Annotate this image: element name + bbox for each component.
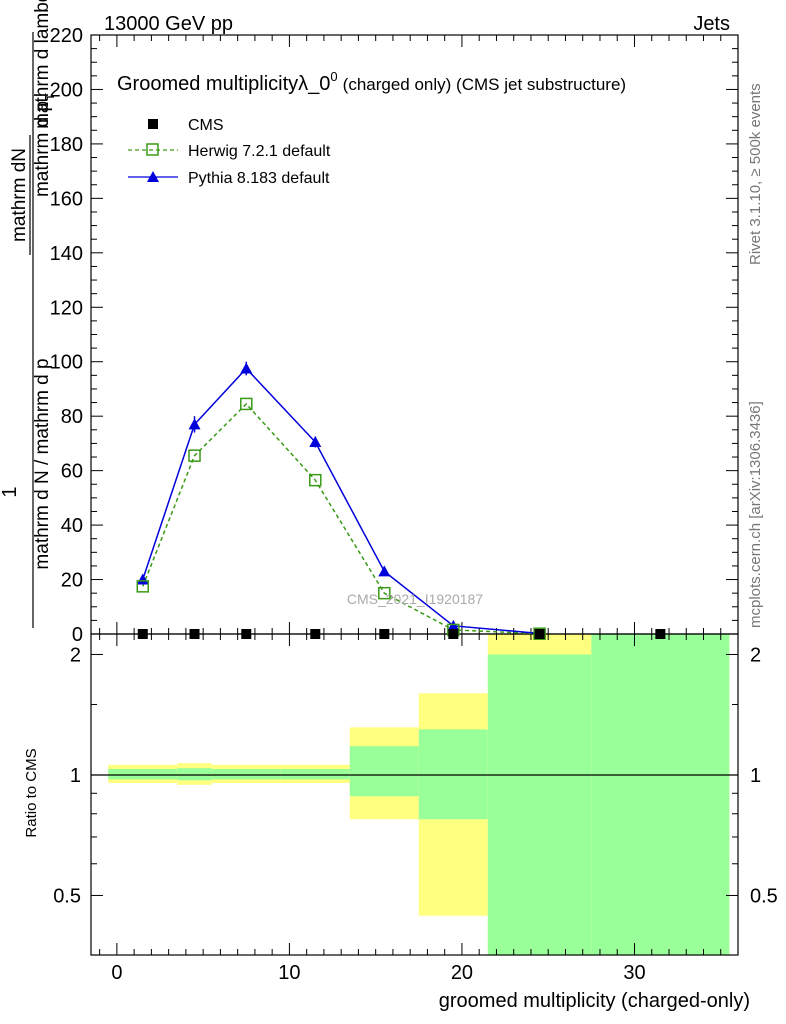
pythia-point [309,436,322,448]
herwig-point [378,586,391,600]
ratio-ylabel: Ratio to CMS [23,748,40,837]
data-series [136,361,666,640]
band-green-7 [591,634,730,955]
ytick-label: 20 [61,570,83,592]
ytick-label: 60 [61,461,83,483]
ytick-label: 120 [50,297,83,319]
chart-title: Groomed multiplicityλ_00 (charged only) (… [117,69,626,95]
cms-point [655,629,666,639]
ylabel-numerator: mathrm dN [9,148,30,242]
band-green-2 [211,768,281,780]
band-green-6 [487,654,592,955]
cms-point [448,629,459,639]
pythia-point [188,418,201,430]
pythia-point [136,573,149,585]
pythia-point [447,619,460,631]
ratio-ytick-label-right: 0.5 [750,885,778,907]
legend-pythia-marker [147,171,159,182]
xtick-label: 20 [451,962,473,984]
ratio-ytick-label-right: 1 [750,765,761,787]
xlabel: groomed multiplicity (charged-only) [439,990,750,1012]
legend: CMS Herwig 7.2.1 default Pythia 8.183 de… [128,117,331,187]
cms-point [310,629,321,639]
ylabel-denominator-lambda: mathrm d lambda [32,0,53,129]
ytick-label: 0 [72,624,83,646]
ytick-label: 40 [61,515,83,537]
energy-label: 13000 GeV pp [104,13,233,35]
cms-point [189,629,200,639]
ylabel-denominator: mathrm d N / mathrm d p [32,358,53,569]
xtick-label: 10 [278,962,300,984]
ratio-ytick-label-left: 2 [70,644,81,666]
legend-herwig-marker [146,143,159,156]
legend-pythia-label: Pythia 8.183 default [188,170,330,187]
legend-cms-marker [148,119,158,129]
process-label: Jets [693,13,730,35]
ylabel-prefix: 1 [0,486,21,497]
ytick-label: 180 [50,134,83,156]
band-green-5 [418,729,488,820]
cms-point [241,629,252,639]
pythia-point [378,565,391,577]
ratio-bands [91,634,738,955]
herwig-point [136,580,150,593]
band-green-4 [349,746,419,797]
pythia-point [240,362,253,374]
legend-cms-label: CMS [188,117,224,134]
ytick-label: 200 [50,79,83,101]
herwig-point [188,449,201,462]
ytick-label: 220 [50,25,83,47]
mcplots-note: mcplots.cern.ch [arXiv:1306.3436] [747,401,764,628]
band-green-1 [177,768,212,781]
ylabel-denominator-rest: mathrm d pT [32,93,57,197]
ytick-label: 100 [50,352,83,374]
cms-point [534,629,545,639]
band-green-3 [280,768,350,780]
ytick-label: 140 [50,243,83,265]
cms-point [137,629,148,639]
herwig-point [240,397,253,411]
cms-point [379,629,390,639]
rivet-note: Rivet 3.1.10, ≥ 500k events [747,83,764,265]
legend-herwig-label: Herwig 7.2.1 default [188,143,331,160]
analysis-watermark: CMS_2021_I1920187 [347,591,483,607]
herwig-point [533,627,546,640]
main-ylabel: 1 mathrm dN mathrm d N / mathrm d p math… [0,0,57,628]
ratio-ytick-label-right: 2 [750,644,761,666]
xtick-label: 30 [623,962,645,984]
ytick-label: 80 [61,406,83,428]
axis-ticks: 0 20 40 60 80 100 120 140 160 180 200 220 0 10 20 30 0.5… [50,25,778,984]
ratio-ytick-label-left: 0.5 [53,885,81,907]
band-green-0 [108,768,178,780]
xtick-label: 0 [111,962,122,984]
ytick-label: 160 [50,188,83,210]
ratio-ytick-label-left: 1 [70,765,81,787]
ratio-plot-frame [90,633,739,956]
herwig-point [309,473,322,487]
